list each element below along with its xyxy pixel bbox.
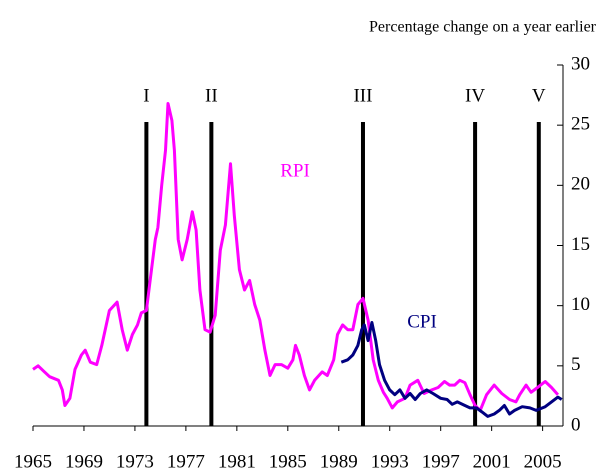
x-tick-label: 1997 <box>422 451 460 472</box>
series-line <box>340 321 563 418</box>
y-tick-label: 15 <box>571 234 590 255</box>
x-tick-label: 1989 <box>320 451 358 472</box>
event-label: I <box>143 85 149 106</box>
x-tick-label: 1973 <box>116 451 154 472</box>
x-tick-label: 1977 <box>167 451 205 472</box>
series-line <box>32 102 560 412</box>
chart-subtitle: Percentage change on a year earlier <box>369 19 597 36</box>
event-label: IV <box>465 85 485 106</box>
event-label: V <box>532 85 546 106</box>
y-tick-label: 0 <box>571 414 581 435</box>
event-label: II <box>205 85 218 106</box>
x-tick-label: 1969 <box>65 451 103 472</box>
series-label: RPI <box>280 160 310 181</box>
y-tick-label: 10 <box>571 294 590 315</box>
x-tick-label: 1993 <box>371 451 409 472</box>
x-tick-label: 1965 <box>14 451 52 472</box>
x-tick-label: 2001 <box>473 451 511 472</box>
x-tick-label: 1985 <box>269 451 307 472</box>
series-label: CPI <box>407 311 437 332</box>
x-tick-label: 1981 <box>218 451 256 472</box>
y-tick-label: 5 <box>571 354 581 375</box>
event-label: III <box>353 85 372 106</box>
y-tick-label: 25 <box>571 114 590 135</box>
y-tick-label: 20 <box>571 174 590 195</box>
y-tick-label: 30 <box>571 53 590 74</box>
x-tick-label: 2005 <box>524 451 562 472</box>
